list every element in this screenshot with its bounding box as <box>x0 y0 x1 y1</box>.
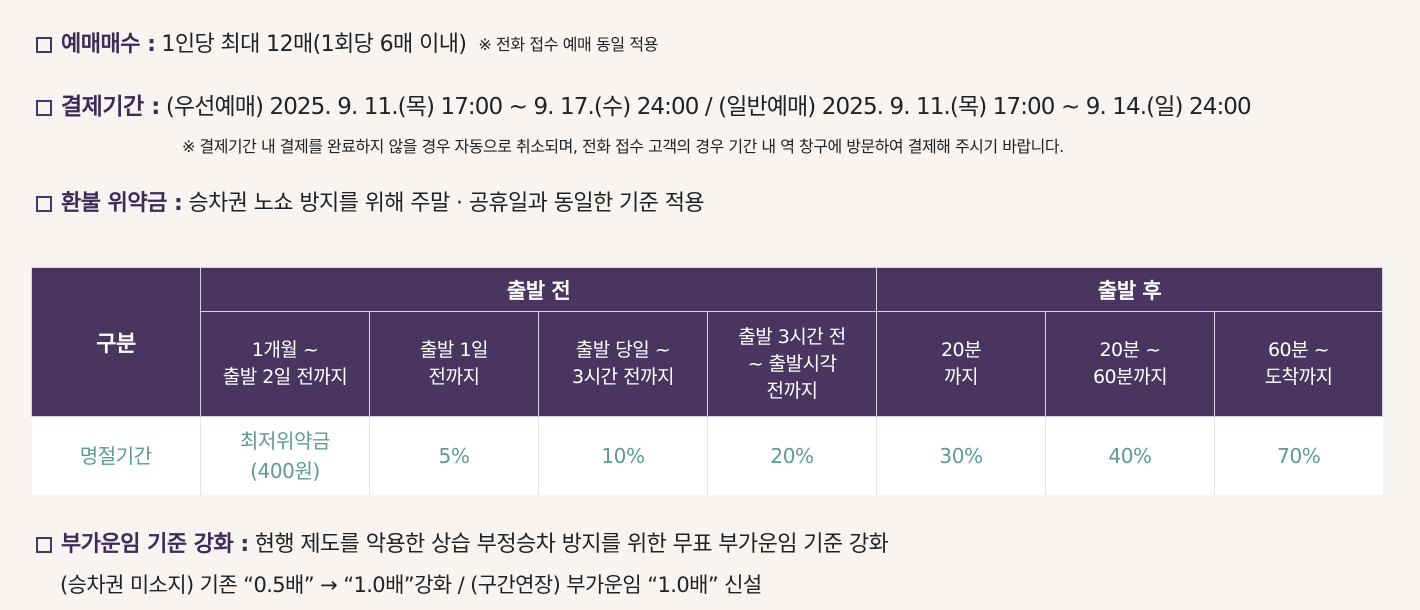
table-group-row: 구분 출발 전 출발 후 <box>31 267 1384 417</box>
cell-text: 출발 2일 전까지 <box>222 366 348 388</box>
value-cell: 20% <box>706 416 877 495</box>
cell-text: 전까지 <box>428 366 480 388</box>
value-cell: 10% <box>538 416 708 495</box>
column-header: 20분 ~ 60분까지 <box>1045 311 1216 417</box>
payment-period-note: ※ 결제기간 내 결제를 완료하지 않을 경우 자동으로 취소되며, 전화 접수… <box>182 137 1064 156</box>
cell-text: 5% <box>438 444 470 468</box>
group-after-departure: 출발 후 <box>876 267 1384 312</box>
cell-text: 30% <box>939 444 983 468</box>
surcharge-text: 현행 제도를 악용한 상습 부정승차 방지를 위한 무표 부가운임 기준 강화 <box>254 532 889 557</box>
cell-text: 60분 ~ <box>1267 339 1330 361</box>
surcharge-detail: (승차권 미소지) 기존 “0.5배” → “1.0배”강화 / (구간연장) … <box>60 573 762 597</box>
cell-text: ~ 출발시각 <box>747 352 837 375</box>
column-header: 60분 ~ 도착까지 <box>1214 311 1384 417</box>
cell-text: 20분 <box>940 339 982 361</box>
cell-text: (400원) <box>250 459 320 483</box>
payment-period-row: 결제기간 : (우선예매) 2025. 9. 11.(목) 17:00 ~ 9.… <box>36 94 1252 120</box>
surcharge-label: 부가운임 기준 강화 : <box>61 532 249 557</box>
cell-text: 까지 <box>944 366 979 388</box>
booking-limit-text: 1인당 최대 12매(1회당 6매 이내) <box>161 32 467 57</box>
value-cell: 5% <box>369 416 539 495</box>
cell-text: 최저위약금 <box>240 429 330 453</box>
value-cell: 최저위약금 (400원) <box>200 416 370 495</box>
booking-limit-label: 예매매수 : <box>61 32 156 57</box>
refund-penalty-row: 환불 위약금 : 승차권 노쇼 방지를 위해 주말 · 공휴일과 동일한 기준 … <box>36 191 705 216</box>
cell-text: 전까지 <box>766 379 818 402</box>
cell-text: 40% <box>1108 444 1152 468</box>
square-bullet-icon <box>36 37 52 53</box>
square-bullet-icon <box>36 537 52 553</box>
cell-text: 도착까지 <box>1264 366 1333 388</box>
surcharge-row: 부가운임 기준 강화 : 현행 제도를 악용한 상습 부정승차 방지를 위한 무… <box>36 532 889 557</box>
booking-limit-row: 예매매수 : 1인당 최대 12매(1회당 6매 이내) ※ 전화 접수 예매 … <box>36 34 658 56</box>
value-cell: 40% <box>1045 416 1215 495</box>
cell-text: 20분 ~ <box>1099 339 1161 361</box>
refund-penalty-table: 구분 출발 전 출발 후 1개월 ~ 출발 2일 전까지 출발 1일 전까지 출발 당일… <box>31 267 1384 495</box>
square-bullet-icon <box>36 99 52 116</box>
cell-text: 60분까지 <box>1092 366 1168 388</box>
cell-text: 70% <box>1277 444 1321 468</box>
cell-text: 출발 1일 <box>419 339 489 361</box>
row-label-cell: 명절기간 <box>31 416 201 495</box>
square-bullet-icon <box>36 196 52 212</box>
group-before-departure: 출발 전 <box>199 267 878 312</box>
booking-limit-note: ※ 전화 접수 예매 동일 적용 <box>478 35 658 54</box>
payment-period-label: 결제기간 : <box>61 94 160 120</box>
cell-text: 20% <box>770 444 814 468</box>
value-cell: 30% <box>876 416 1046 495</box>
table-row: 명절기간 최저위약금 (400원) 5% 10% 20% 30% 40% 70% <box>31 416 1383 495</box>
cell-text: 출발 3시간 전 <box>738 325 846 348</box>
row-header-cell: 구분 <box>31 267 201 417</box>
cell-text: 1개월 ~ <box>251 339 319 361</box>
refund-penalty-label: 환불 위약금 : <box>61 191 183 216</box>
column-header: 출발 당일 ~ 3시간 전까지 <box>538 311 708 417</box>
payment-period-text: (우선예매) 2025. 9. 11.(목) 17:00 ~ 9. 17.(수)… <box>165 94 1252 120</box>
cell-text: 출발 당일 ~ <box>575 339 671 361</box>
cell-text: 3시간 전까지 <box>571 366 675 388</box>
cell-text: 10% <box>601 444 645 468</box>
refund-penalty-text: 승차권 노쇼 방지를 위해 주말 · 공휴일과 동일한 기준 적용 <box>188 191 704 216</box>
column-header: 1개월 ~ 출발 2일 전까지 <box>200 311 370 417</box>
value-cell: 70% <box>1214 416 1383 495</box>
